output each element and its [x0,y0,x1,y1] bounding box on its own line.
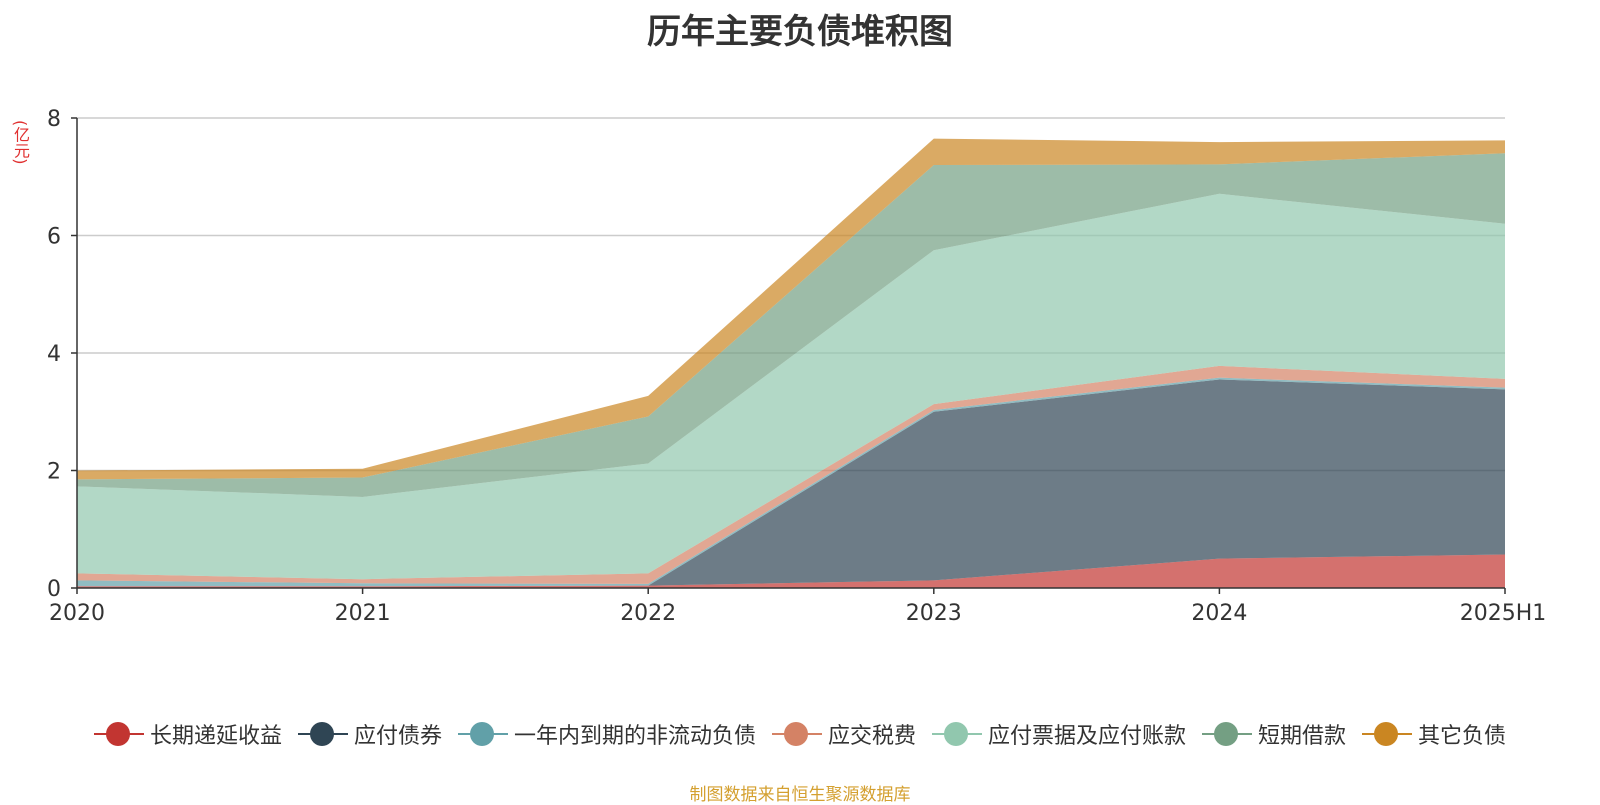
x-tick-label: 2022 [620,601,676,626]
y-axis-unit-label: (亿元) [11,120,30,165]
stacked-areas [77,138,1505,588]
legend-item[interactable]: 其它负债 [1362,718,1506,750]
legend-marker-icon [93,722,144,746]
x-tick-label: 2023 [906,601,962,626]
legend-marker-icon [771,722,822,746]
legend-label: 应付票据及应付账款 [988,724,1187,749]
legend-marker-icon [932,722,982,746]
area-series-4 [77,193,1505,580]
legend-label: 应付债券 [353,724,442,749]
y-tick-label: 0 [47,577,61,602]
legend: 长期递延收益 应付债券 一年内到期的非流动负债 应交税费 应付票据及应付账款 短期借款 其它… [0,718,1600,750]
legend-marker-icon [457,722,508,746]
area-series-0 [77,554,1505,588]
y-tick-label: 8 [47,107,61,132]
y-tick-label: 4 [47,342,61,367]
legend-item[interactable]: 应交税费 [771,718,916,750]
area-chart-plot: 0 2 4 6 8 2020 2021 2022 2023 2024 2025H1 [47,107,1546,626]
area-series-5 [77,153,1505,497]
y-tick-label: 6 [47,225,61,250]
x-tick-label: 2025H1 [1460,601,1547,626]
legend-item[interactable]: 长期递延收益 [93,718,282,750]
axes: 0 2 4 6 8 2020 2021 2022 2023 2024 2025H1 [47,107,1546,626]
legend-item[interactable]: 一年内到期的非流动负债 [457,718,756,750]
legend-label: 应交税费 [827,724,916,749]
legend-label: 一年内到期的非流动负债 [513,724,756,749]
y-tick-label: 2 [47,460,61,485]
legend-label: 其它负债 [1418,724,1507,749]
legend-marker-icon [1202,722,1253,746]
legend-item[interactable]: 短期借款 [1202,718,1346,750]
x-tick-label: 2020 [49,601,105,626]
x-tick-label: 2024 [1191,601,1247,626]
legend-label: 长期递延收益 [149,724,282,749]
x-tick-label: 2021 [335,601,391,626]
legend-marker-icon [1362,722,1413,746]
legend-item[interactable]: 应付票据及应付账款 [932,718,1186,750]
legend-item[interactable]: 应付债券 [297,718,442,750]
legend-marker-icon [297,722,348,746]
chart-title: 历年主要负债堆积图 [647,12,953,52]
source-note: 制图数据来自恒生聚源数据库 [689,785,911,805]
area-series-1 [77,379,1505,587]
legend-label: 短期借款 [1258,724,1347,749]
